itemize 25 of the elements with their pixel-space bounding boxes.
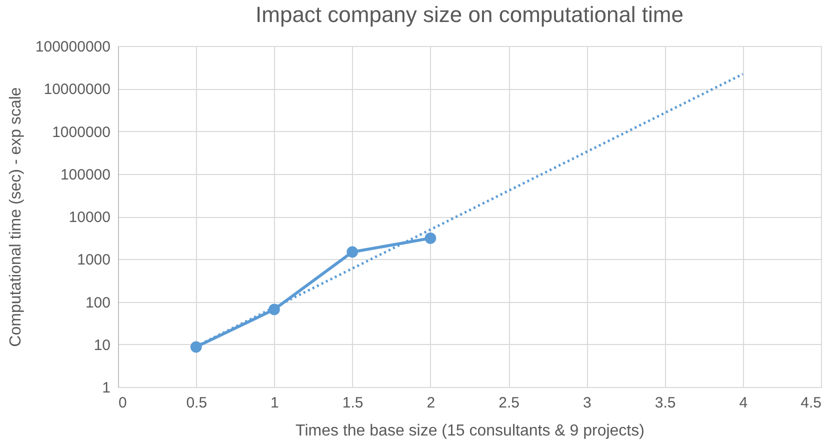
- y-tick-label: 10: [94, 336, 110, 354]
- point: [190, 341, 202, 353]
- chart-title: Impact company size on computational time: [256, 2, 684, 27]
- y-tick-label: 1000: [77, 252, 110, 269]
- x-tick-label: 2.5: [498, 394, 520, 412]
- x-tick-label: 1.5: [342, 394, 364, 412]
- x-tick-label: 2: [426, 394, 436, 412]
- x-tick-label: 4: [739, 394, 748, 412]
- y-tick-label: 1: [102, 380, 110, 396]
- y-tick-label: 10000000: [44, 81, 110, 98]
- x-axis-title: Times the base size (15 consultants & 9 projects): [296, 422, 644, 440]
- x-tick-label: 3.5: [654, 394, 676, 412]
- y-tick-label: 100000: [60, 166, 110, 184]
- y-tick-label: 100000000: [35, 38, 110, 56]
- x-tick-label: 1: [270, 394, 279, 412]
- point: [346, 246, 358, 258]
- y-tick-label: 1000000: [52, 124, 110, 141]
- x-tick-label: 0.5: [186, 394, 208, 412]
- x-tick-label: 4.5: [800, 394, 822, 412]
- y-tick-label: 10000: [68, 209, 110, 226]
- x-tick-label: 3: [582, 394, 592, 412]
- point: [424, 232, 436, 244]
- y-axis-title: Computational time (sec) - exp scale: [7, 87, 24, 347]
- x-tick-label: 0: [118, 394, 127, 412]
- y-tick-label: 100: [85, 294, 110, 312]
